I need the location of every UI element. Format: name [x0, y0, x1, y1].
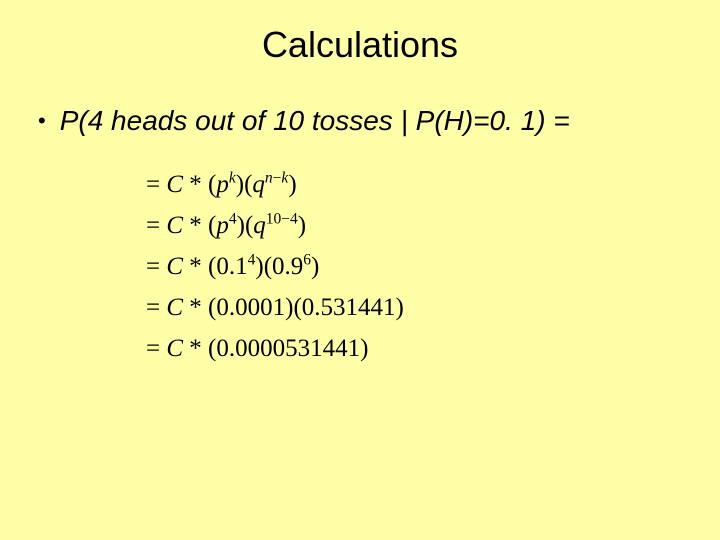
eq-mid: )( — [237, 212, 254, 239]
eq-val1: 0.1 — [216, 253, 247, 280]
slide: Calculations • P(4 heads out of 10 tosse… — [0, 0, 720, 540]
eq-exp2b: − — [281, 211, 290, 228]
equation-line-5: = C * (0.0000531441) — [146, 336, 684, 361]
eq-sign: = — [146, 294, 160, 321]
eq-val2: 0.531441 — [302, 294, 396, 321]
eq-val2: 0.9 — [272, 253, 303, 280]
slide-title: Calculations — [36, 24, 684, 66]
bullet-marker: • — [38, 104, 46, 138]
eq-star: * — [189, 171, 202, 198]
equation-line-2: = C * (p4)(q10−4) — [146, 213, 684, 238]
eq-exp2a: n — [265, 170, 273, 187]
eq-star: * — [189, 294, 202, 321]
eq-rparen: ) — [311, 253, 319, 280]
eq-mid: )( — [285, 294, 302, 321]
equation-line-4: = C * (0.0001)(0.531441) — [146, 295, 684, 320]
eq-sign: = — [146, 335, 160, 362]
eq-base2: q — [253, 212, 266, 239]
eq-star: * — [189, 335, 202, 362]
eq-base1: p — [216, 171, 229, 198]
eq-exp1: k — [229, 170, 236, 187]
eq-star: * — [189, 253, 202, 280]
eq-sign: = — [146, 212, 160, 239]
eq-sign: = — [146, 253, 160, 280]
eq-val1: 0.0001 — [216, 294, 285, 321]
eq-exp2c: 4 — [290, 211, 298, 228]
eq-c: C — [166, 335, 183, 362]
eq-base1: p — [216, 212, 229, 239]
eq-star: * — [189, 212, 202, 239]
bullet-text: P(4 heads out of 10 tosses | P(H)=0. 1) … — [60, 104, 570, 138]
eq-rparen: ) — [360, 335, 368, 362]
eq-rparen: ) — [396, 294, 404, 321]
eq-rparen: ) — [298, 212, 306, 239]
equation-line-3: = C * (0.14)(0.96) — [146, 254, 684, 279]
eq-c: C — [166, 294, 183, 321]
eq-base2: q — [252, 171, 265, 198]
eq-exp2a: 10 — [266, 211, 282, 228]
eq-c: C — [166, 253, 183, 280]
eq-exp1: 4 — [229, 211, 237, 228]
equation-line-1: = C * (pk)(qn−k) — [146, 172, 684, 197]
eq-c: C — [166, 171, 183, 198]
eq-mid: )( — [236, 171, 253, 198]
eq-mid: )( — [255, 253, 272, 280]
eq-exp2: 6 — [303, 252, 311, 269]
equation-block: = C * (pk)(qn−k) = C * (p4)(q10−4) = C *… — [146, 172, 684, 361]
bullet-item: • P(4 heads out of 10 tosses | P(H)=0. 1… — [36, 104, 684, 138]
eq-c: C — [166, 212, 183, 239]
eq-sign: = — [146, 171, 160, 198]
eq-val1: 0.0000531441 — [216, 335, 360, 362]
eq-rparen: ) — [288, 171, 296, 198]
